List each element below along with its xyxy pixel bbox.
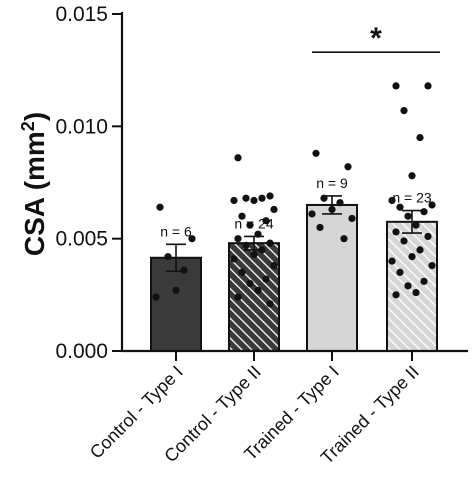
data-point — [258, 194, 266, 202]
n-labels: n = 6 n = 24 n = 9 n = 23 — [160, 175, 432, 239]
y-tick-label: 0.015 — [55, 3, 108, 26]
data-point — [412, 288, 420, 297]
data-point — [266, 192, 274, 200]
data-point — [416, 133, 424, 142]
data-point — [420, 208, 428, 216]
data-point — [230, 196, 238, 205]
data-point — [262, 217, 270, 225]
data-point — [254, 230, 262, 238]
data-point — [396, 268, 404, 276]
data-point — [328, 205, 336, 214]
y-ticks: 0.000 0.005 0.010 0.015 — [55, 3, 122, 363]
data-point — [428, 201, 436, 209]
data-point — [404, 282, 412, 290]
n-label-2: n = 24 — [234, 215, 274, 231]
data-point — [340, 235, 348, 243]
ylabel-close: ) — [19, 112, 50, 121]
data-point — [424, 82, 432, 90]
data-point — [320, 194, 328, 202]
data-point — [156, 203, 164, 211]
data-point — [234, 235, 242, 243]
data-point — [392, 82, 400, 90]
data-point — [230, 255, 238, 263]
data-point — [262, 275, 270, 283]
y-tick-label: 0.000 — [55, 340, 108, 363]
data-point — [250, 250, 258, 258]
data-point — [246, 221, 254, 229]
data-point — [336, 199, 344, 207]
significance-star: * — [370, 22, 382, 55]
data-point — [312, 149, 320, 157]
data-point — [412, 221, 420, 229]
data-point — [152, 293, 160, 301]
data-point — [344, 163, 352, 171]
data-point — [348, 214, 356, 223]
data-point — [188, 235, 196, 243]
n-label-4: n = 23 — [392, 190, 432, 206]
data-point — [270, 205, 278, 214]
ylabel-superscript: 2 — [18, 121, 38, 131]
data-point — [246, 280, 254, 288]
bar-3 — [306, 203, 358, 352]
data-point — [316, 223, 324, 232]
data-point — [388, 196, 396, 205]
bar-1 — [150, 256, 202, 352]
ylabel-main: CSA (mm — [19, 131, 50, 256]
data-point — [388, 257, 396, 265]
svg-text:CSA (mm2): CSA (mm2) — [18, 112, 50, 256]
data-point — [258, 246, 266, 254]
error-bars — [166, 195, 422, 273]
data-point — [270, 262, 278, 270]
data-point — [250, 196, 258, 205]
data-point — [428, 262, 436, 270]
data-point — [180, 266, 188, 274]
data-point — [172, 286, 180, 294]
data-point — [242, 241, 250, 250]
y-tick-label: 0.005 — [55, 228, 108, 251]
data-point — [254, 286, 262, 294]
data-point — [408, 172, 416, 180]
significance-bracket: * — [312, 22, 440, 55]
y-axis-title: CSA (mm2) — [18, 112, 50, 256]
data-point — [266, 300, 274, 308]
data-point — [242, 194, 250, 202]
data-point — [416, 246, 424, 254]
data-point — [234, 154, 242, 162]
data-point — [400, 107, 408, 115]
data-point — [420, 277, 428, 285]
data-points — [152, 82, 436, 308]
data-point — [392, 291, 400, 299]
data-point — [238, 268, 246, 276]
data-point — [404, 212, 412, 220]
data-point — [424, 232, 432, 241]
n-label-3: n = 9 — [316, 175, 348, 191]
y-tick-label: 0.010 — [55, 115, 108, 138]
n-label-1: n = 6 — [160, 223, 192, 239]
bars — [150, 203, 438, 352]
data-point — [400, 237, 408, 245]
data-point — [392, 228, 400, 236]
data-point — [408, 253, 416, 261]
data-point — [266, 239, 274, 247]
data-point — [234, 293, 242, 301]
data-point — [238, 212, 246, 220]
data-point — [396, 203, 404, 211]
axes — [120, 12, 468, 353]
data-point — [308, 210, 316, 218]
bar-4 — [386, 220, 438, 352]
data-point — [164, 253, 172, 261]
